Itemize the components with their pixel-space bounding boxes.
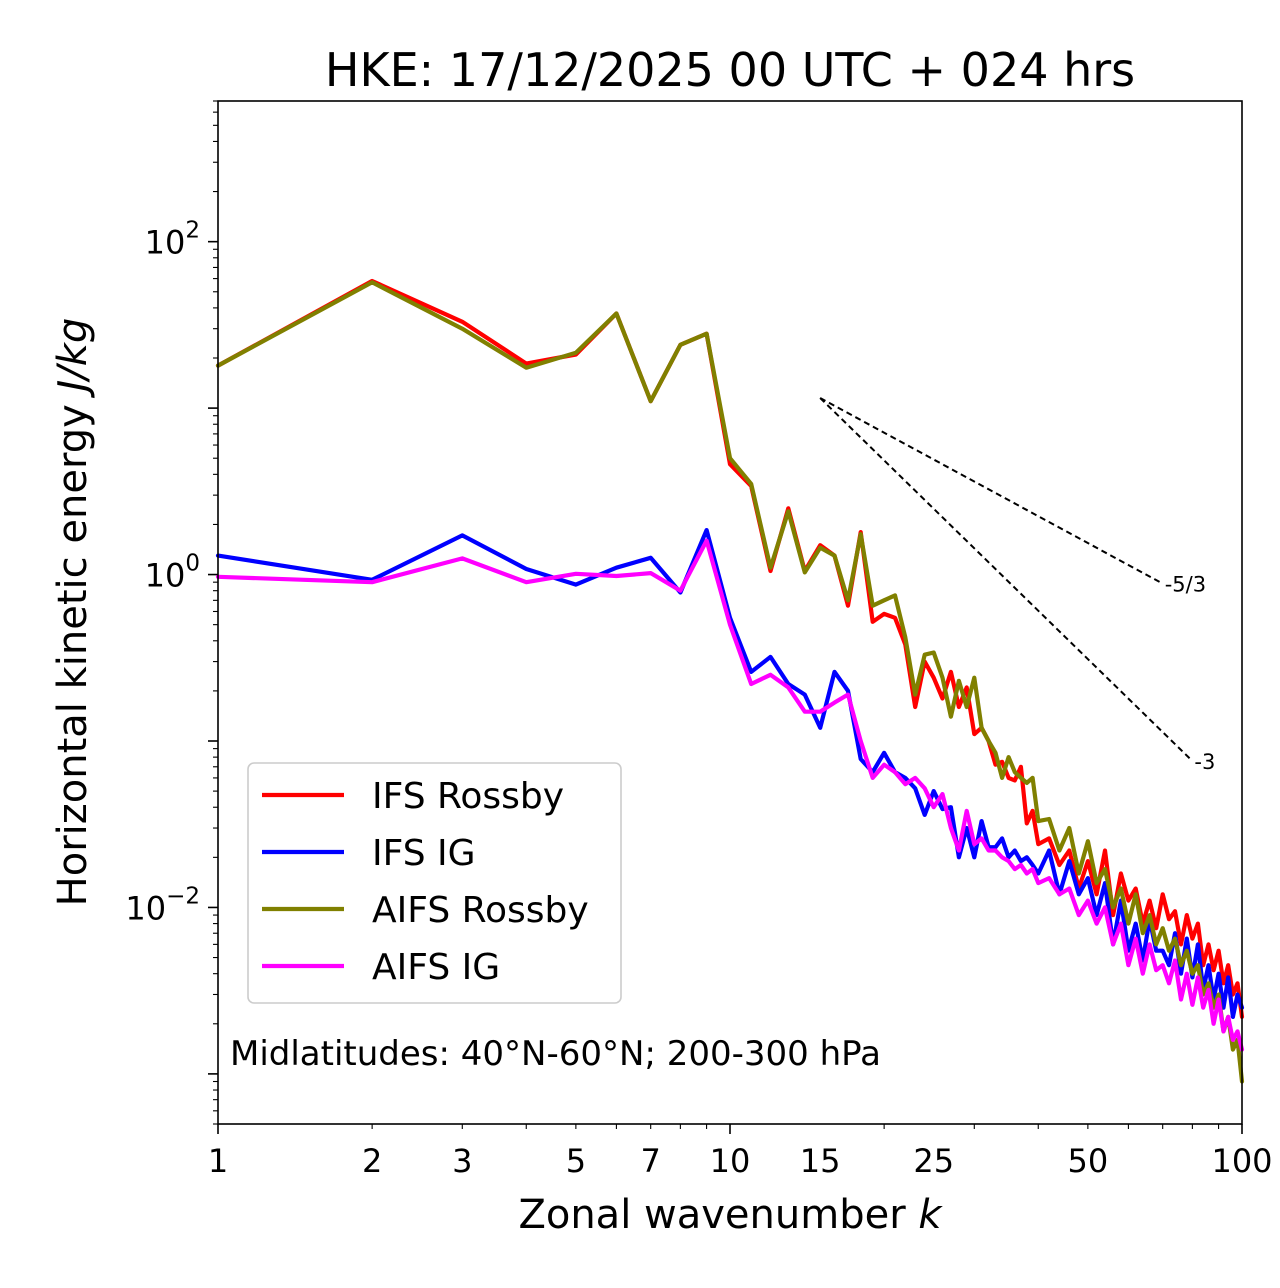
- x-axis-label-text: Zonal wavenumber: [518, 1192, 906, 1238]
- series-line-aifs-rossby: [215, 280, 1245, 1084]
- chart-title: HKE: 17/12/2025 00 UTC + 024 hrs: [325, 43, 1135, 97]
- y-axis-label-unit: J/kg: [50, 318, 96, 399]
- y-tick-label-10e-2: 10−2: [125, 883, 200, 927]
- reference-line-5-3: [819, 397, 1164, 585]
- x-tick-label-7: 7: [641, 1142, 661, 1180]
- series-line-aifs-ig: [215, 538, 1245, 1052]
- plot-frame: [217, 100, 1243, 1125]
- legend-label-aifs-ig: AIFS IG: [372, 947, 500, 988]
- series-layer: [215, 278, 1245, 1084]
- y-axis-ticks: 102 100 10−2: [125, 100, 218, 1125]
- x-axis-ticks: 1 2 3 5 7 10 15 25 50 100: [208, 1124, 1273, 1180]
- legend-label-aifs-rossby: AIFS Rossby: [372, 890, 589, 931]
- x-tick-label-1: 1: [208, 1142, 228, 1180]
- x-tick-label-25: 25: [913, 1142, 954, 1180]
- legend-label-ifs-ig: IFS IG: [372, 833, 476, 874]
- reference-label-3: -3: [1194, 750, 1215, 774]
- y-tick-label-10e0: 100: [145, 551, 200, 595]
- y-tick-label-10e2: 102: [145, 218, 200, 262]
- x-tick-label-2: 2: [362, 1142, 382, 1180]
- x-tick-label-50: 50: [1068, 1142, 1109, 1180]
- y-axis-label-text: Horizontal kinetic energy: [50, 404, 96, 906]
- x-axis-label: Zonal wavenumber k: [518, 1192, 943, 1238]
- x-axis-label-var: k: [918, 1192, 943, 1238]
- x-tick-label-15: 15: [800, 1142, 841, 1180]
- x-tick-label-100: 100: [1211, 1142, 1272, 1180]
- reference-lines: -5/3 -3: [819, 397, 1215, 774]
- x-tick-label-3: 3: [452, 1142, 472, 1180]
- reference-label-5-3: -5/3: [1165, 573, 1206, 597]
- legend-label-ifs-rossby: IFS Rossby: [372, 776, 564, 817]
- region-annotation: Midlatitudes: 40°N-60°N; 200-300 hPa: [230, 1034, 881, 1074]
- legend-box: [247, 762, 622, 1004]
- x-tick-label-5: 5: [566, 1142, 586, 1180]
- legend: IFS Rossby IFS IG AIFS Rossby AIFS IG: [247, 762, 622, 1004]
- reference-line-3: [819, 397, 1194, 762]
- y-axis-label: Horizontal kinetic energy J/kg: [50, 318, 96, 907]
- x-tick-label-10: 10: [710, 1142, 751, 1180]
